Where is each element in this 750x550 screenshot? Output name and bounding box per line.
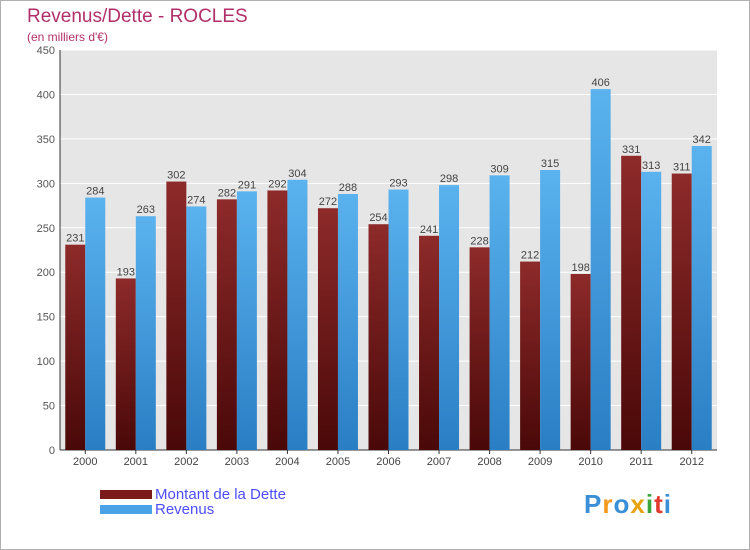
- bar-dette: [115, 278, 136, 450]
- x-tick-label: 2005: [326, 456, 350, 468]
- bar-dette: [570, 274, 591, 450]
- x-tick-label: 2002: [174, 456, 198, 468]
- y-tick-label: 100: [37, 356, 55, 368]
- bar-dette: [621, 155, 642, 450]
- bar-revenus: [439, 185, 460, 450]
- bar-dette: [166, 181, 187, 451]
- x-tick-label: 2009: [528, 456, 552, 468]
- logo-letter: x: [630, 489, 646, 519]
- x-tick-label: 2012: [679, 456, 703, 468]
- value-label-revenus: 298: [440, 173, 458, 185]
- y-tick-label: 450: [37, 45, 55, 57]
- value-label-dette: 212: [521, 250, 539, 262]
- chart-subtitle: (en milliers d'€): [27, 30, 108, 44]
- value-label-revenus: 274: [187, 194, 205, 206]
- bar-revenus: [540, 170, 561, 450]
- bar-revenus: [388, 189, 409, 451]
- bar-revenus: [337, 194, 358, 450]
- y-tick-label: 400: [37, 89, 55, 101]
- y-tick-label: 300: [37, 178, 55, 190]
- y-tick-label: 350: [37, 134, 55, 146]
- legend-item-dette: Montant de la Dette: [100, 485, 286, 503]
- value-label-revenus: 304: [288, 168, 306, 180]
- bar-dette: [671, 173, 692, 451]
- value-label-dette: 302: [167, 170, 185, 182]
- value-label-revenus: 342: [693, 134, 711, 146]
- value-label-revenus: 313: [642, 160, 660, 172]
- bar-revenus: [186, 206, 207, 450]
- logo-letter: i: [645, 489, 655, 519]
- y-tick-label: 50: [43, 401, 55, 413]
- value-label-dette: 241: [420, 224, 438, 236]
- x-tick-label: 2001: [124, 456, 148, 468]
- legend-item-revenus: Revenus: [100, 500, 215, 518]
- proxiti-logo: Proxiti: [584, 489, 672, 520]
- x-tick-label: 2000: [73, 456, 97, 468]
- legend-swatch-revenus: [100, 504, 152, 514]
- x-tick-label: 2004: [275, 456, 299, 468]
- legend-swatch-dette: [100, 489, 152, 499]
- y-tick-label: 0: [49, 445, 55, 457]
- bar-dette: [469, 247, 490, 450]
- logo-letter: i: [663, 489, 672, 519]
- x-tick-label: 2011: [629, 456, 653, 468]
- bar-dette: [520, 261, 541, 450]
- bar-revenus: [135, 216, 156, 450]
- bar-dette: [368, 224, 389, 450]
- bar-revenus: [489, 175, 510, 451]
- y-tick-label: 200: [37, 267, 55, 279]
- value-label-revenus: 288: [339, 182, 357, 194]
- value-label-dette: 311: [673, 162, 691, 174]
- value-label-dette: 282: [218, 187, 236, 199]
- bar-revenus: [641, 171, 662, 450]
- bar-revenus: [85, 197, 106, 450]
- logo-letter: r: [602, 489, 614, 519]
- value-label-revenus: 309: [490, 163, 508, 175]
- value-label-dette: 193: [117, 266, 135, 278]
- value-label-revenus: 406: [591, 77, 609, 89]
- x-tick-label: 2007: [427, 456, 451, 468]
- value-label-dette: 272: [319, 196, 337, 208]
- x-tick-label: 2006: [376, 456, 400, 468]
- value-label-dette: 292: [268, 178, 286, 190]
- chart-title: Revenus/Dette - ROCLES: [27, 6, 248, 27]
- x-tick-label: 2003: [225, 456, 249, 468]
- bar-dette: [267, 190, 288, 450]
- value-label-dette: 198: [571, 262, 589, 274]
- bar-revenus: [590, 89, 611, 450]
- bar-dette: [65, 244, 86, 450]
- value-label-revenus: 293: [389, 178, 407, 190]
- value-label-dette: 254: [369, 212, 387, 224]
- legend-label-dette: Montant de la Dette: [155, 485, 286, 503]
- value-label-dette: 331: [622, 144, 640, 156]
- bar-dette: [317, 208, 338, 450]
- y-tick-label: 250: [37, 223, 55, 235]
- value-label-revenus: 284: [86, 186, 104, 198]
- x-tick-label: 2008: [477, 456, 501, 468]
- y-tick-label: 150: [37, 312, 55, 324]
- logo-letter: P: [584, 489, 603, 519]
- value-label-revenus: 263: [137, 204, 155, 216]
- bar-revenus: [691, 146, 712, 450]
- value-label-dette: 231: [66, 233, 84, 245]
- bar-revenus: [236, 191, 257, 451]
- logo-letter: t: [654, 489, 664, 519]
- bar-dette: [419, 235, 440, 450]
- bar-revenus: [287, 179, 308, 450]
- logo-letter: o: [613, 489, 631, 519]
- value-label-revenus: 315: [541, 158, 559, 170]
- bar-dette: [216, 199, 237, 450]
- x-tick-label: 2010: [578, 456, 602, 468]
- value-label-dette: 228: [470, 235, 488, 247]
- legend-label-revenus: Revenus: [155, 500, 215, 518]
- value-label-revenus: 291: [238, 179, 256, 191]
